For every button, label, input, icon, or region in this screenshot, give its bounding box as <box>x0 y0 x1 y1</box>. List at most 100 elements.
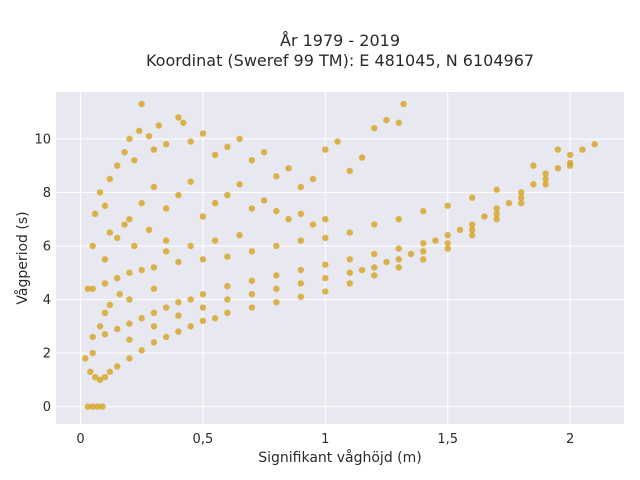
data-point <box>371 250 378 258</box>
y-tick-label: 2 <box>43 347 51 362</box>
data-point <box>371 221 378 228</box>
data-point <box>383 258 390 266</box>
data-point <box>420 248 427 255</box>
data-point <box>322 215 329 223</box>
data-point <box>260 197 268 204</box>
data-point <box>199 317 207 325</box>
data-point <box>114 274 121 282</box>
data-point <box>199 213 207 220</box>
data-point <box>89 403 96 410</box>
data-point <box>248 205 256 212</box>
data-point <box>121 149 128 156</box>
data-point <box>566 159 574 167</box>
data-point <box>224 282 231 290</box>
data-point <box>395 264 402 271</box>
y-tick-label: 10 <box>34 132 51 147</box>
data-point <box>87 368 94 375</box>
data-point <box>297 280 305 287</box>
data-point <box>579 146 586 153</box>
data-point <box>420 256 427 263</box>
x-tick-label: 0,5 <box>193 432 214 447</box>
data-point <box>145 132 153 140</box>
data-point <box>371 124 378 132</box>
data-point <box>91 373 99 381</box>
data-point <box>138 347 145 354</box>
data-point <box>322 261 329 268</box>
data-point <box>493 205 500 212</box>
data-point <box>273 207 280 215</box>
data-point <box>150 183 158 191</box>
data-point <box>554 146 562 153</box>
x-tick-label: 1 <box>321 432 329 447</box>
data-point <box>346 229 353 236</box>
data-point <box>150 339 158 346</box>
data-point <box>150 309 158 317</box>
data-point <box>91 210 99 218</box>
data-point <box>554 165 562 172</box>
y-axis-label: Vågperiod (s) <box>14 211 31 304</box>
data-point <box>187 296 194 303</box>
x-tick-labels: 0 0,5 1 1,5 2 <box>76 432 574 447</box>
data-point <box>114 234 121 242</box>
data-point <box>297 266 305 274</box>
data-point <box>346 256 353 263</box>
data-point <box>84 403 92 410</box>
data-point <box>273 298 280 306</box>
data-point <box>114 162 121 169</box>
data-point <box>138 266 145 274</box>
data-point <box>542 181 549 188</box>
data-point <box>273 285 280 292</box>
data-point <box>444 232 451 239</box>
data-point <box>126 320 133 327</box>
data-points <box>82 100 598 410</box>
data-point <box>444 240 451 247</box>
data-point <box>542 175 549 183</box>
y-tick-label: 0 <box>43 400 51 415</box>
data-point <box>162 248 170 255</box>
data-point <box>309 221 317 228</box>
data-point <box>96 189 104 196</box>
chart-title-line-1: År 1979 - 2019 <box>280 31 400 50</box>
data-point <box>236 135 243 143</box>
data-point <box>180 119 187 126</box>
data-point <box>371 264 378 271</box>
data-point <box>273 173 280 180</box>
data-point <box>260 149 268 156</box>
data-point <box>273 272 280 279</box>
data-point <box>566 151 574 159</box>
data-point <box>469 226 476 234</box>
data-point <box>101 202 109 209</box>
data-point <box>517 189 525 196</box>
data-point <box>297 183 305 191</box>
data-point <box>591 141 598 148</box>
data-point <box>493 215 500 223</box>
data-point <box>469 232 476 239</box>
data-point <box>371 272 378 279</box>
data-point <box>493 210 500 218</box>
data-point <box>407 250 415 258</box>
data-point <box>224 253 231 260</box>
data-point <box>395 256 402 263</box>
y-tick-labels: 0 2 4 6 8 10 <box>34 132 51 415</box>
data-point <box>211 237 219 244</box>
data-point <box>224 296 231 303</box>
data-point <box>481 213 488 220</box>
data-point <box>505 199 513 207</box>
data-point <box>99 403 106 410</box>
data-point <box>273 242 280 250</box>
data-point <box>150 264 158 271</box>
data-point <box>432 237 439 244</box>
data-point <box>175 312 182 319</box>
plot-area <box>56 92 624 424</box>
data-point <box>96 323 104 330</box>
data-point <box>101 373 109 381</box>
data-point <box>444 245 451 252</box>
data-point <box>211 151 219 159</box>
data-point <box>150 323 158 330</box>
data-point <box>187 323 194 330</box>
data-point <box>420 207 427 215</box>
data-point <box>322 234 329 242</box>
data-point <box>150 146 158 153</box>
data-point <box>322 288 329 295</box>
